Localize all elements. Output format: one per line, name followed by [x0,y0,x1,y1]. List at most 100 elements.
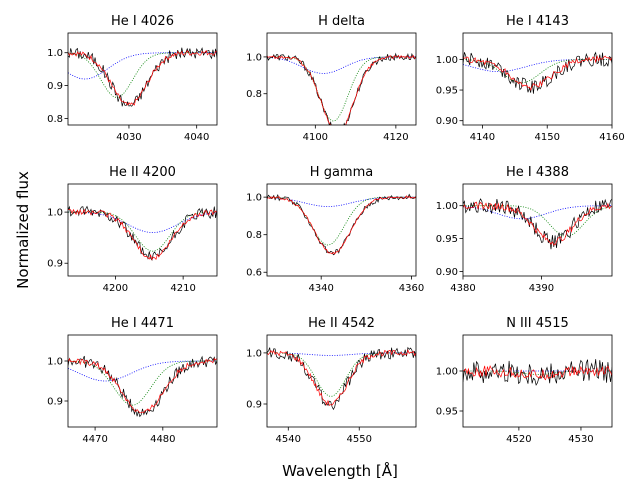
series-model-b-he-i-4143 [463,59,612,72]
series-fit-he-ii-4542 [267,349,416,406]
y-tick-label: 1.00 [436,367,458,378]
x-tick-label: 4100 [303,132,328,143]
plot-frame-he-i-4143 [462,32,613,126]
y-tick-label: 0.8 [47,114,63,125]
y-tick-label: 0.9 [246,400,262,411]
panel-title-h-gamma: H gamma [310,165,373,180]
series-model-b-he-i-4388 [463,205,612,220]
panel-h-delta: H delta 4100 4120 0.8 1.0 [246,14,417,143]
panel-title-he-i-4143: He I 4143 [506,14,569,29]
panel-he-ii-4542: He II 4542 4540 4550 0.9 1.0 [246,316,417,445]
series-fit-he-i-4026 [68,49,217,106]
x-tick-label: 4340 [308,283,333,294]
plot-frame-he-ii-4542 [266,334,417,428]
series-fit-h-gamma [267,195,416,255]
x-tick-label: 4200 [103,283,128,294]
series-model-a-h-delta [267,56,416,122]
series-observed-n-iii-4515 [463,359,612,386]
series-observed-he-i-4026 [68,47,217,107]
y-tick-label: 0.95 [436,86,458,97]
plot-frame-he-i-4026 [67,32,218,126]
series-observed-he-i-4471 [68,355,217,418]
panel-title-he-i-4026: He I 4026 [111,14,174,29]
panel-he-i-4471: He I 4471 4470 4480 0.9 1.0 [47,316,218,445]
x-tick-label: 4540 [276,434,301,445]
y-tick-label: 0.9 [47,397,63,408]
plot-frame-he-ii-4200 [67,183,218,277]
x-tick-label: 4120 [383,132,408,143]
panel-he-i-4388: He I 4388 4380 4390 0.90 0.95 1.00 [436,165,613,294]
y-tick-label: 1.0 [47,48,63,59]
y-tick-label: 1.0 [47,357,63,368]
x-tick-label: 4390 [529,283,554,294]
panel-title-he-ii-4200: He II 4200 [109,165,176,180]
panel-title-he-i-4471: He I 4471 [111,316,174,331]
plot-frame-h-delta [266,32,417,126]
series-model-b-h-delta [267,56,416,74]
y-tick-label: 0.90 [436,267,458,278]
series-fit-h-delta [267,54,416,125]
x-axis-label: Wavelength [Å] [282,461,398,480]
series-fit-he-ii-4200 [68,208,217,261]
series-observed-h-delta [267,52,416,125]
series-observed-he-ii-4542 [267,346,416,411]
y-tick-label: 1.0 [246,52,262,63]
y-tick-label: 1.00 [436,201,458,212]
series-observed-he-ii-4200 [68,205,217,261]
x-tick-label: 4360 [399,283,424,294]
panel-title-n-iii-4515: N III 4515 [506,316,569,331]
panel-title-h-delta: H delta [318,14,365,29]
series-model-a-he-ii-4200 [68,211,217,252]
x-tick-label: 4160 [599,132,624,143]
y-tick-label: 0.8 [246,230,262,241]
y-tick-label: 0.6 [246,268,262,279]
series-model-a-he-ii-4542 [267,352,416,397]
panel-he-i-4143: He I 4143 4140 4150 4160 0.90 0.95 1.00 [436,14,625,143]
series-fit-he-i-4143 [463,55,612,91]
series-model-a-h-gamma [267,196,416,246]
panel-title-he-ii-4542: He II 4542 [308,316,375,331]
x-tick-label: 4550 [347,434,372,445]
y-tick-label: 0.9 [47,81,63,92]
panel-he-ii-4200: He II 4200 4200 4210 0.9 1.0 [47,165,218,294]
series-model-a-he-i-4388 [463,205,612,237]
y-tick-label: 1.0 [246,193,262,204]
x-tick-label: 4470 [82,434,107,445]
panel-he-i-4026: He I 4026 4030 4040 0.8 0.9 1.0 [47,14,218,143]
y-tick-label: 1.0 [246,348,262,359]
x-tick-label: 4530 [568,434,593,445]
series-observed-he-i-4388 [463,198,612,250]
series-fit-n-iii-4515 [463,365,612,381]
x-tick-label: 4030 [116,132,141,143]
series-observed-he-i-4143 [463,51,612,94]
y-tick-label: 0.95 [436,234,458,245]
y-tick-label: 0.90 [436,116,458,127]
x-tick-label: 4150 [534,132,559,143]
series-model-a-he-i-4143 [463,59,612,84]
x-tick-label: 4140 [470,132,495,143]
y-tick-label: 1.00 [436,55,458,66]
x-tick-label: 4040 [184,132,209,143]
plot-frame-h-gamma [266,183,417,277]
panel-title-he-i-4388: He I 4388 [506,165,569,180]
series-model-b-he-ii-4200 [68,211,217,234]
y-tick-label: 0.9 [47,259,63,270]
panel-n-iii-4515: N III 4515 4520 4530 0.95 1.00 [436,316,613,445]
x-tick-label: 4380 [450,283,475,294]
plot-frame-n-iii-4515 [462,334,613,428]
x-tick-label: 4520 [506,434,531,445]
series-observed-h-gamma [267,193,416,256]
plot-frame-he-i-4471 [67,334,218,428]
y-tick-label: 0.8 [246,89,262,100]
series-fit-he-i-4471 [68,357,217,414]
panel-h-gamma: H gamma 4340 4360 0.6 0.8 1.0 [246,165,424,294]
series-fit-he-i-4388 [463,201,612,246]
y-tick-label: 0.95 [436,407,458,418]
x-tick-label: 4480 [150,434,175,445]
series-model-a-he-i-4471 [68,360,217,406]
y-axis-label: Normalized flux [14,171,32,289]
plot-frame-he-i-4388 [462,183,613,277]
x-tick-label: 4210 [170,283,195,294]
y-tick-label: 1.0 [47,208,63,219]
